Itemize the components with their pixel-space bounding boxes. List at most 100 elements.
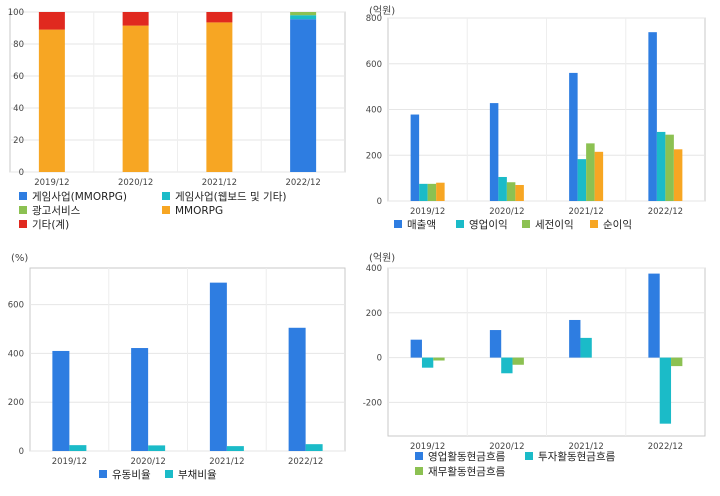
bar xyxy=(577,159,587,201)
y-tick-label: 100 xyxy=(8,8,24,18)
bar xyxy=(433,357,445,361)
bar xyxy=(515,184,524,201)
legend-swatch xyxy=(590,220,598,228)
chart-income: 0 200 400 600 800(억원) 2019/12 2020/12 2021/12 20… xyxy=(366,5,706,231)
x-tick-label: 2020/12 xyxy=(118,178,153,188)
bar xyxy=(69,445,87,451)
legend-label: 광고서비스 xyxy=(32,205,81,217)
x-tick-label: 2020/12 xyxy=(130,457,165,467)
legend-swatch xyxy=(19,192,27,200)
x-tick-label: 2021/12 xyxy=(209,457,244,467)
legend-swatch xyxy=(99,470,107,478)
y-tick-label: 0 xyxy=(377,354,382,364)
legend-swatch xyxy=(522,220,530,228)
y-tick-label: 400 xyxy=(366,106,382,116)
bar xyxy=(656,131,666,201)
y-tick-label: 200 xyxy=(8,398,24,408)
bar-segment xyxy=(290,12,317,16)
legend-swatch xyxy=(415,452,423,460)
bar xyxy=(226,446,244,451)
y-tick-label: 400 xyxy=(366,264,382,274)
bar xyxy=(594,151,604,201)
bar xyxy=(586,143,595,201)
bar xyxy=(410,114,420,201)
legend-swatch xyxy=(19,206,27,214)
legend-label: 투자활동현금흐름 xyxy=(538,450,616,463)
bar xyxy=(209,282,227,451)
bar-segment xyxy=(38,29,65,172)
x-tick-label: 2021/12 xyxy=(202,178,237,188)
bar-segment xyxy=(38,12,65,30)
y-tick-label: 400 xyxy=(8,349,24,359)
y-tick-label: 200 xyxy=(366,309,382,319)
y-tick-label: 60 xyxy=(13,72,24,82)
y-tick-label: 40 xyxy=(13,104,24,114)
bar xyxy=(427,183,437,201)
legend-label: MMORPG xyxy=(175,205,223,217)
x-tick-label: 2019/12 xyxy=(34,178,69,188)
bar xyxy=(659,357,672,424)
y-tick-label: 200 xyxy=(366,151,382,161)
x-tick-label: 2022/12 xyxy=(285,178,320,188)
legend-swatch xyxy=(394,220,402,228)
bar xyxy=(288,327,306,451)
legend-swatch xyxy=(456,220,464,228)
bar-segment xyxy=(122,25,149,172)
x-tick-label: 2021/12 xyxy=(568,207,603,217)
unit-label: (억원) xyxy=(369,5,395,17)
bar-segment xyxy=(290,19,317,173)
bar xyxy=(419,183,428,201)
x-tick-label: 2022/12 xyxy=(288,457,323,467)
bar xyxy=(580,337,592,358)
bar xyxy=(148,445,166,451)
bar xyxy=(421,357,434,368)
legend-swatch xyxy=(165,470,173,478)
x-tick-label: 2019/12 xyxy=(410,207,445,217)
y-tick-label: 0 xyxy=(19,447,24,457)
x-tick-label: 2022/12 xyxy=(648,442,683,452)
y-tick-label: 600 xyxy=(366,60,382,70)
legend-label: 세전이익 xyxy=(535,219,574,231)
legend-swatch xyxy=(19,220,27,228)
legend-label: 매출액 xyxy=(407,219,436,231)
x-tick-label: 2019/12 xyxy=(52,457,87,467)
legend-label: 영업활동현금흐름 xyxy=(428,450,506,463)
bar xyxy=(52,350,70,451)
bar xyxy=(506,182,516,201)
chart-ratios: 0 200 400 600 (%) 2019/12 2020/12 2021/12 2022/1… xyxy=(8,253,346,481)
legend-label: 부채비율 xyxy=(178,469,217,481)
legend-label: 영업이익 xyxy=(469,218,508,231)
legend-label: 게임사업(MMORPG) xyxy=(32,190,127,203)
legend-label: 기타(계) xyxy=(32,219,69,231)
legend-swatch xyxy=(525,452,533,460)
legend-label: 재무활동현금흐름 xyxy=(428,465,506,478)
bar xyxy=(665,134,674,201)
bar xyxy=(436,182,445,201)
x-tick-label: 2019/12 xyxy=(410,442,445,452)
x-tick-label: 2021/12 xyxy=(568,442,603,452)
bar xyxy=(305,444,323,451)
legend-swatch xyxy=(415,467,423,475)
x-tick-label: 2022/12 xyxy=(648,207,683,217)
bar xyxy=(569,72,578,202)
bar-segment xyxy=(290,15,317,20)
unit-label: (억원) xyxy=(369,252,395,264)
chart-product-mix: 0 20 40 60 80 100 2019/12 2020/12 2021/12 2022/12… xyxy=(8,8,346,231)
y-tick-label: 80 xyxy=(13,40,24,50)
x-tick-label: 2020/12 xyxy=(489,207,524,217)
chart-cashflow: -200 0 200 400(억원) 2019/12 2020/12 2021/12 2022… xyxy=(363,252,706,478)
bar xyxy=(673,149,683,201)
bar xyxy=(489,330,502,358)
bar xyxy=(501,357,513,374)
bar xyxy=(569,319,581,358)
bar-segment xyxy=(206,22,233,173)
y-tick-label: 800 xyxy=(366,14,382,24)
y-tick-label: 0 xyxy=(377,197,382,207)
legend-label: 순이익 xyxy=(603,219,632,231)
unit-label: (%) xyxy=(11,253,28,264)
bar xyxy=(410,339,422,358)
x-tick-label: 2020/12 xyxy=(489,442,524,452)
bar-segment xyxy=(206,12,233,23)
legend-swatch xyxy=(162,192,170,200)
